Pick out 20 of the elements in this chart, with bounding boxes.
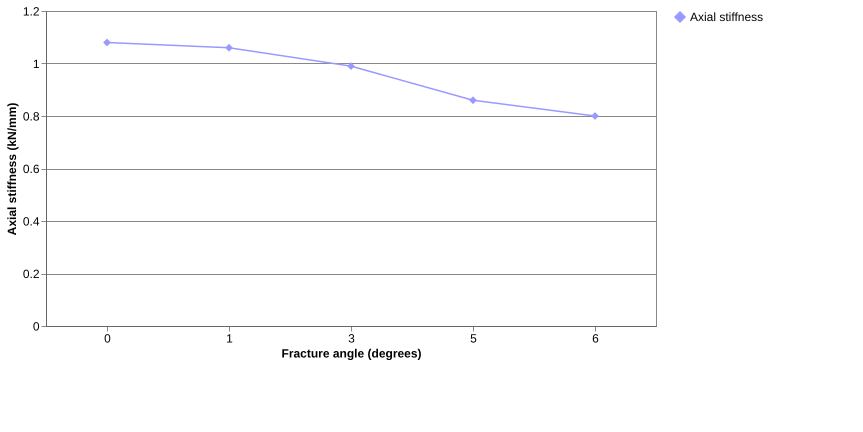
- point: [103, 38, 111, 46]
- legend-label: Axial stiffness: [690, 10, 764, 24]
- y-tick-label: 0.2: [22, 267, 40, 281]
- y-tick-label: 0.4: [22, 214, 40, 228]
- x-tick-label: 6: [592, 332, 600, 346]
- y-tick-label: 1.2: [22, 4, 40, 18]
- y-tick-label: 0: [32, 320, 40, 334]
- point: [469, 96, 477, 104]
- point: [591, 112, 599, 120]
- y-tick-label: 1: [32, 57, 40, 71]
- x-tick-label: 3: [348, 332, 356, 346]
- point: [225, 44, 233, 52]
- x-tick-label: 5: [470, 332, 478, 346]
- x-tick-label: 0: [104, 332, 112, 346]
- point: [347, 62, 355, 70]
- y-axis-title: Axial stiffness (kN/mm): [4, 102, 19, 236]
- y-tick-label: 0.6: [22, 162, 40, 176]
- y-tick-label: 0.8: [22, 110, 40, 124]
- x-axis-title: Fracture angle (degrees): [281, 346, 422, 360]
- x-tick-label: 1: [226, 332, 234, 346]
